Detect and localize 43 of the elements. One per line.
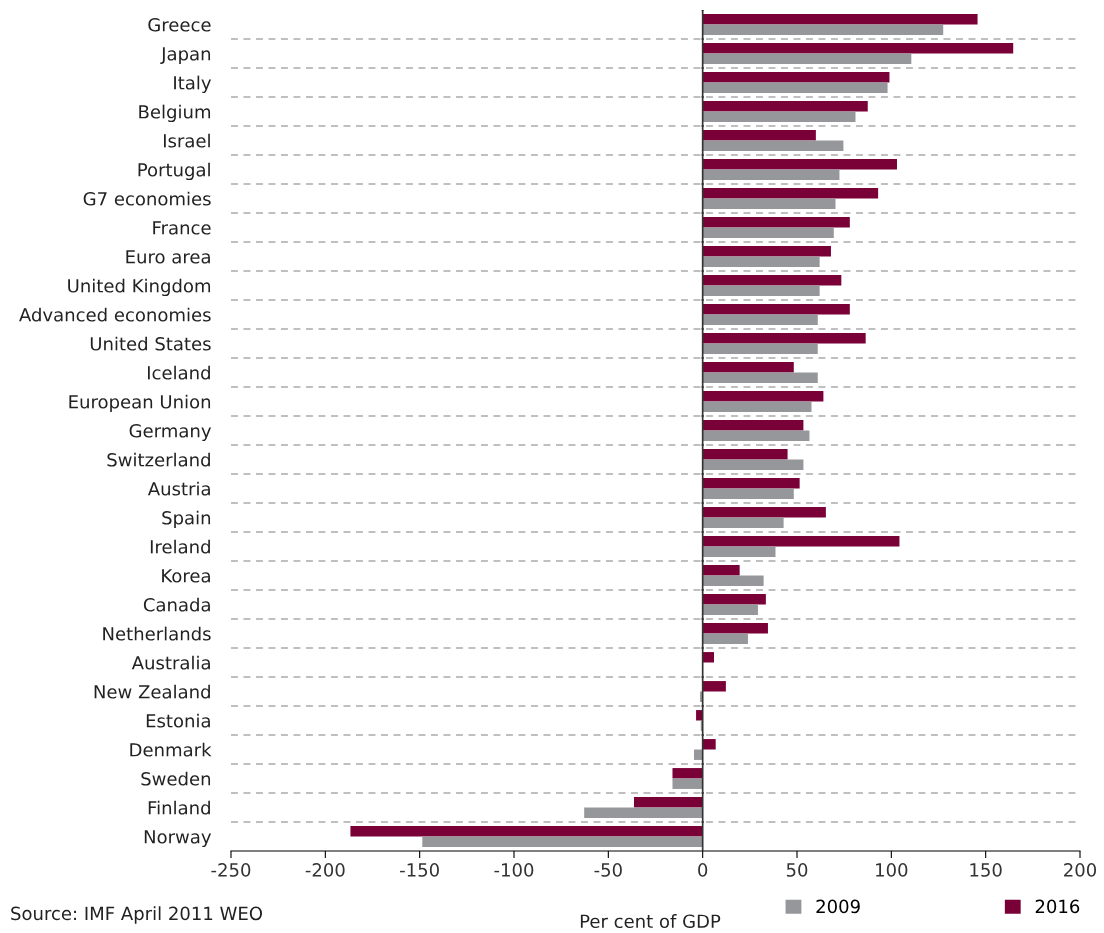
x-tick-label: 150 — [970, 863, 1002, 877]
x-axis-title: Per cent of GDP — [580, 914, 721, 929]
y-tick-label: Austria — [147, 481, 210, 496]
y-tick-label: United States — [90, 336, 211, 351]
y-tick-label: Italy — [174, 75, 212, 94]
legend-label: 2009 — [816, 899, 860, 914]
y-tick-label: France — [153, 221, 211, 235]
y-tick-label: Korea — [162, 569, 210, 583]
y-tick-label: Sweden — [141, 771, 211, 786]
y-tick-label: Denmark — [130, 742, 212, 757]
y-tick-label: Canada — [143, 597, 210, 612]
y-tick-label: Netherlands — [103, 626, 211, 641]
y-tick-label: New Zealand — [94, 684, 210, 699]
y-tick-label: Germany — [129, 423, 212, 442]
y-tick-label: Spain — [162, 510, 211, 529]
y-tick-label: European Union — [69, 394, 211, 413]
y-tick-label: Japan — [160, 47, 211, 65]
y-tick-label: Euro area — [126, 250, 210, 264]
y-tick-label: Advanced economies — [19, 307, 211, 322]
y-tick-label: Estonia — [146, 713, 210, 728]
y-tick-label: Belgium — [139, 104, 211, 123]
y-tick-label: Iceland — [147, 365, 210, 380]
legend-label: 2016 — [1035, 899, 1080, 914]
x-tick-label: 0 — [698, 863, 708, 877]
y-tick-label: Israel — [163, 133, 210, 148]
x-tick-label: -200 — [305, 863, 345, 877]
y-tick-label: Norway — [144, 830, 212, 848]
y-tick-label: G7 economies — [83, 191, 211, 206]
y-tick-label: Finland — [148, 800, 210, 815]
x-tick-label: -50 — [594, 863, 622, 877]
x-tick-label: 100 — [876, 863, 908, 877]
x-tick-label: 200 — [1064, 863, 1097, 877]
y-tick-label: Switzerland — [107, 452, 210, 467]
source-note: Source: IMF April 2011 WEO — [11, 906, 263, 924]
y-tick-label: Australia — [131, 655, 210, 670]
x-tick-label: -250 — [211, 863, 251, 877]
x-tick-label: -150 — [400, 863, 439, 877]
y-tick-label: Greece — [148, 17, 211, 32]
y-tick-label: Ireland — [150, 539, 210, 554]
y-tick-label: Portugal — [138, 162, 210, 181]
y-tick-label: United Kingdom — [68, 278, 211, 297]
x-tick-label: -100 — [494, 863, 534, 877]
x-tick-label: 50 — [786, 863, 808, 877]
